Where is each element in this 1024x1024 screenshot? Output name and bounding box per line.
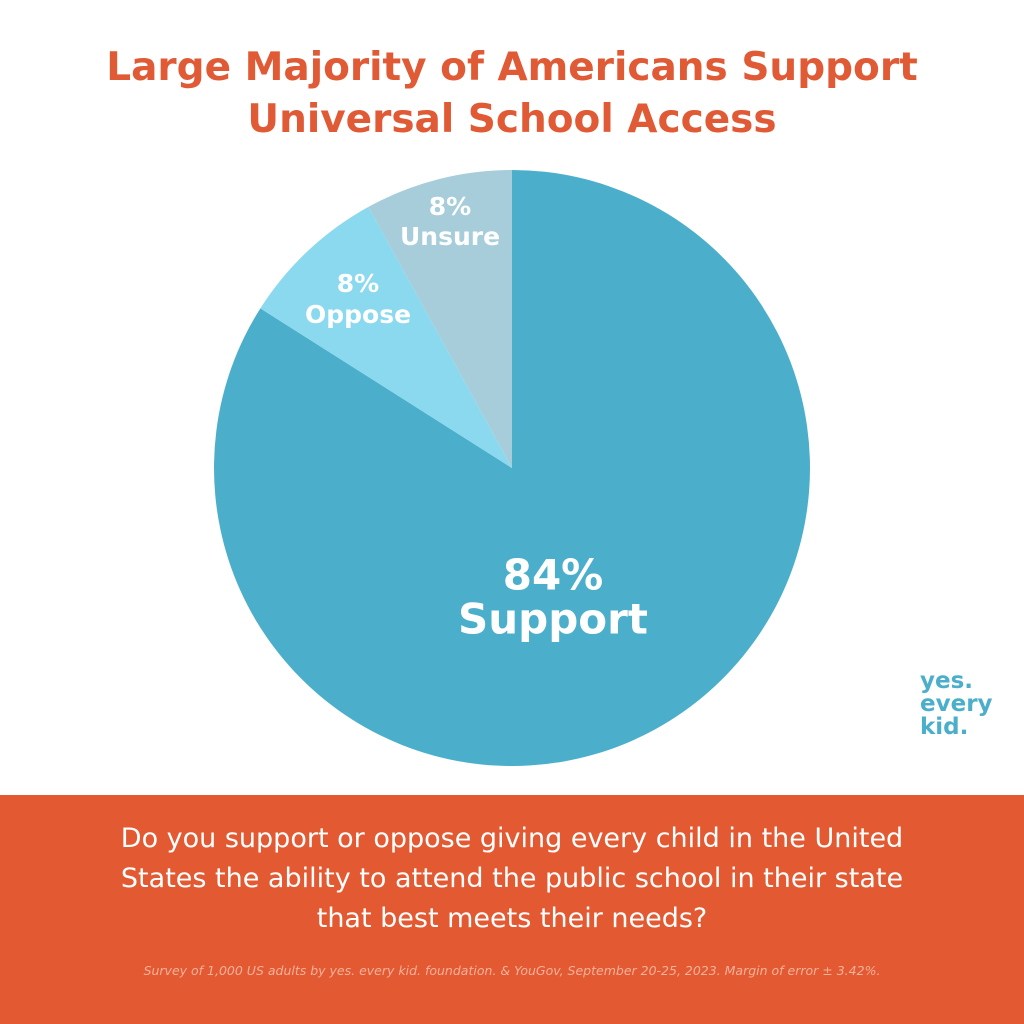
pie-slice <box>214 170 810 766</box>
value-label: 84% <box>503 551 604 600</box>
logo: yes. every kid. <box>920 670 993 739</box>
logo-line: every <box>920 691 993 717</box>
logo-line: yes. <box>920 668 974 694</box>
chart-title: Large Majority of Americans Support Univ… <box>106 45 918 142</box>
source-note: Survey of 1,000 US adults by yes. every … <box>143 963 881 978</box>
value-label: 8% <box>337 269 379 298</box>
footer-band: Do you support or oppose giving every ch… <box>0 795 1024 1024</box>
pie-slice <box>260 206 512 469</box>
value-label: 8% <box>429 192 471 221</box>
category-label: Unsure <box>400 222 500 251</box>
category-label: Oppose <box>305 300 411 329</box>
logo-line: kid. <box>920 714 969 740</box>
question: Do you support or oppose giving every ch… <box>120 823 904 934</box>
category-label: Support <box>458 595 648 644</box>
pie-slice <box>368 170 512 468</box>
